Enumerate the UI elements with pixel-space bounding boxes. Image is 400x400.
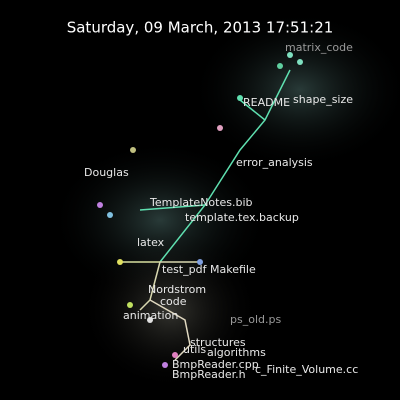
file-label: utils bbox=[183, 343, 206, 356]
file-label: c_Finite_Volume.cc bbox=[255, 363, 358, 376]
timestamp: Saturday, 09 March, 2013 17:51:21 bbox=[67, 19, 334, 37]
file-label: ps_old.ps bbox=[230, 313, 281, 326]
file-label: BmpReader.h bbox=[172, 368, 246, 381]
file-label: test_pdf bbox=[162, 263, 208, 276]
file-label: TemplateNotes.bib bbox=[149, 196, 252, 209]
file-label: error_analysis bbox=[236, 156, 313, 169]
file-label: README bbox=[243, 96, 290, 109]
file-label: latex bbox=[137, 236, 165, 249]
file-label: Nordstrom bbox=[148, 283, 206, 296]
file-label: BmpReader.cpp bbox=[172, 358, 259, 371]
file-label: Makefile bbox=[210, 263, 256, 276]
file-nodes bbox=[97, 52, 303, 368]
file-label: animation bbox=[123, 309, 178, 322]
file-label: structures bbox=[190, 336, 246, 349]
file-label: template.tex.backup bbox=[185, 211, 299, 224]
branches bbox=[120, 69, 291, 361]
file-label: Douglas bbox=[84, 166, 129, 179]
file-label: algorithms bbox=[207, 346, 266, 359]
glow bbox=[50, 10, 400, 390]
file-label: shape_size bbox=[293, 93, 353, 106]
file-label: matrix_code bbox=[285, 41, 353, 54]
file-label: code bbox=[160, 295, 187, 308]
